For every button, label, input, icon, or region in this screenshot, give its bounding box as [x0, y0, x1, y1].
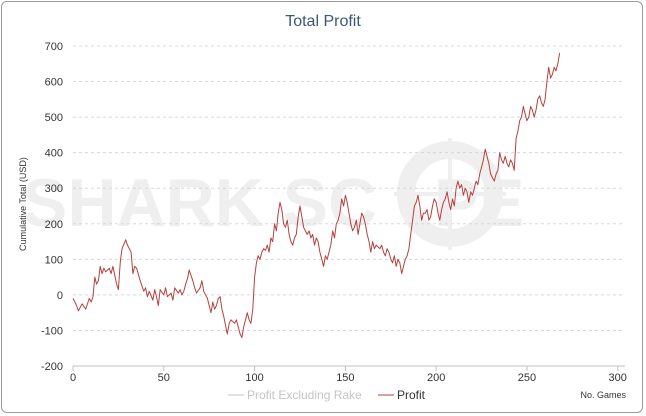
y-tick-label: 100	[45, 254, 63, 266]
series-group	[72, 53, 561, 339]
y-axis-ticks: -200 -100 0 100 200 300 400 500 600 700	[41, 41, 63, 373]
x-tick-label: 250	[518, 372, 536, 384]
legend-item-profit[interactable]: Profit	[378, 388, 426, 402]
legend-label-profit: Profit	[397, 388, 426, 402]
y-tick-label: -100	[41, 325, 63, 337]
x-tick-label: 100	[245, 372, 263, 384]
x-tick-label: 150	[336, 372, 354, 384]
series-line-profit[interactable]	[72, 53, 561, 339]
legend[interactable]: Profit Excluding Rake Profit	[228, 388, 426, 402]
y-tick-label: 700	[45, 41, 63, 53]
x-tick-label: 0	[70, 372, 76, 384]
grid-lines	[73, 45, 625, 331]
y-tick-label: 0	[57, 290, 63, 302]
y-tick-label: 300	[45, 183, 63, 195]
y-tick-label: -200	[41, 361, 63, 373]
chart-title: Total Profit	[285, 13, 361, 30]
y-tick-label: 500	[45, 112, 63, 124]
y-tick-label: 400	[45, 148, 63, 160]
legend-item-profit-excluding-rake[interactable]: Profit Excluding Rake	[228, 388, 362, 402]
x-axis-label: No. Games	[580, 390, 626, 400]
x-tick-label: 300	[609, 372, 627, 384]
sharkscope-watermark: SHARK SC PE	[22, 138, 525, 250]
x-tick-label: 200	[427, 372, 445, 384]
y-axis-label: Cumulative Total (USD)	[18, 157, 28, 251]
legend-label-profit-excluding-rake: Profit Excluding Rake	[247, 388, 362, 402]
y-tick-label: 600	[45, 77, 63, 89]
x-axis-ticks: 0 50 100 150 200 250 300	[70, 366, 627, 384]
y-tick-label: 200	[45, 219, 63, 231]
x-tick-label: 50	[158, 372, 170, 384]
